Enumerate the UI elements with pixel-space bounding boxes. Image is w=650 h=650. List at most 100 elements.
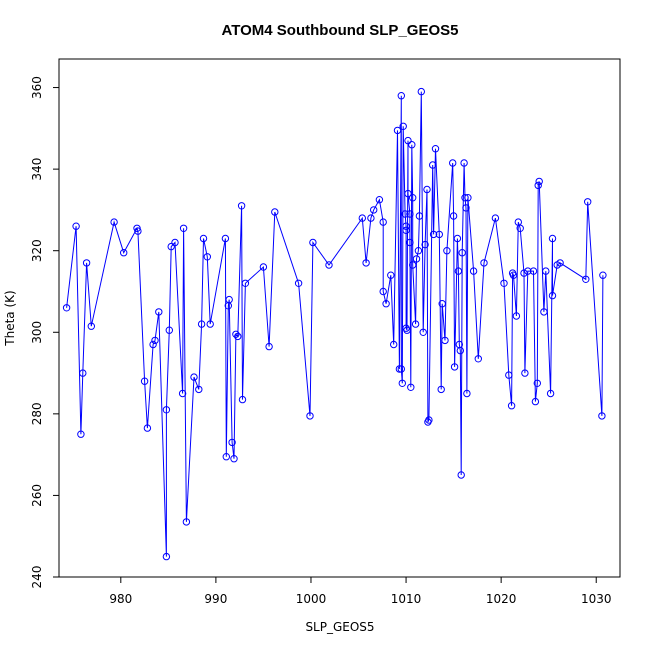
data-point	[379, 287, 387, 296]
data-point	[423, 185, 431, 194]
data-point	[404, 136, 412, 145]
data-point	[529, 267, 538, 275]
data-point	[456, 346, 464, 355]
data-point	[140, 377, 149, 385]
data-point	[417, 87, 425, 96]
data-point	[370, 206, 378, 214]
y-tick-label: 340	[30, 158, 44, 181]
data-point	[87, 322, 96, 330]
y-tick-label: 240	[30, 566, 44, 589]
data-point	[309, 238, 317, 247]
data-point	[531, 397, 540, 406]
data-point	[458, 249, 466, 257]
x-tick-label: 1000	[296, 592, 327, 606]
data-point	[110, 218, 118, 226]
y-tick-label: 260	[30, 484, 44, 507]
data-point	[234, 332, 242, 341]
data-point	[294, 279, 303, 287]
data-point	[401, 210, 409, 218]
data-point	[79, 369, 87, 377]
data-point	[393, 126, 402, 135]
x-axis: 980 990 1000 1010 1020 1030	[109, 577, 612, 606]
data-point	[533, 379, 541, 387]
data-point	[453, 234, 462, 243]
data-point	[406, 238, 414, 247]
data-point	[171, 238, 179, 247]
data-point	[155, 308, 163, 316]
data-point	[500, 279, 508, 287]
series-line	[66, 91, 604, 557]
data-point	[395, 365, 404, 373]
data-point	[425, 416, 433, 424]
data-point	[182, 518, 191, 526]
data-point	[438, 300, 446, 308]
data-point	[409, 261, 417, 269]
data-point	[230, 455, 238, 463]
data-point	[134, 227, 142, 235]
data-point	[450, 363, 459, 371]
data-point	[435, 230, 443, 239]
data-point	[542, 267, 550, 275]
x-tick-label: 1010	[391, 592, 422, 606]
x-axis-label: SLP_GEOS5	[305, 620, 374, 634]
data-point	[151, 336, 159, 345]
data-point	[437, 385, 445, 394]
data-point	[325, 261, 333, 269]
data-point	[162, 552, 171, 561]
data-point	[556, 259, 564, 267]
data-point	[534, 181, 542, 190]
data-point	[412, 255, 421, 263]
data-point	[367, 214, 375, 222]
data-point	[397, 365, 405, 373]
data-point	[265, 342, 273, 351]
data-point	[72, 222, 80, 230]
y-axis-label: Theta (K)	[3, 290, 17, 346]
data-point	[404, 189, 412, 198]
x-tick-label: 1030	[581, 592, 612, 606]
data-point	[402, 226, 410, 235]
data-point	[521, 369, 529, 377]
data-point	[457, 471, 465, 479]
data-point	[143, 424, 152, 432]
data-point	[179, 224, 188, 233]
data-point	[232, 330, 240, 338]
data-point	[408, 141, 416, 149]
data-point	[382, 300, 390, 308]
data-point	[398, 379, 406, 387]
data-point	[469, 267, 478, 275]
data-point	[454, 267, 463, 275]
data-point	[402, 222, 410, 230]
data-point	[120, 249, 128, 257]
data-point	[449, 212, 458, 220]
data-point	[271, 208, 279, 216]
data-point	[443, 247, 451, 255]
data-point	[178, 389, 187, 398]
data-point	[149, 340, 157, 349]
y-tick-label: 360	[30, 76, 44, 99]
data-point	[190, 373, 198, 381]
data-point	[512, 312, 521, 320]
data-point	[598, 412, 606, 420]
data-point	[199, 234, 208, 243]
data-point	[409, 194, 417, 202]
data-point	[461, 194, 469, 202]
data-point	[162, 406, 171, 414]
data-point	[238, 395, 247, 404]
data-point	[464, 194, 472, 202]
data-point	[548, 291, 557, 300]
data-point	[415, 212, 424, 220]
x-tick-label: 1020	[486, 592, 517, 606]
data-point	[77, 430, 85, 438]
data-point	[397, 92, 405, 100]
data-point	[507, 402, 516, 410]
data-point	[548, 234, 557, 243]
data-point	[225, 295, 233, 304]
plot-frame	[58, 58, 621, 578]
data-point	[599, 271, 607, 279]
y-tick-label: 320	[30, 239, 44, 262]
data-point	[441, 336, 449, 345]
data-point	[387, 271, 395, 279]
data-point	[411, 320, 420, 328]
data-point	[419, 328, 427, 336]
